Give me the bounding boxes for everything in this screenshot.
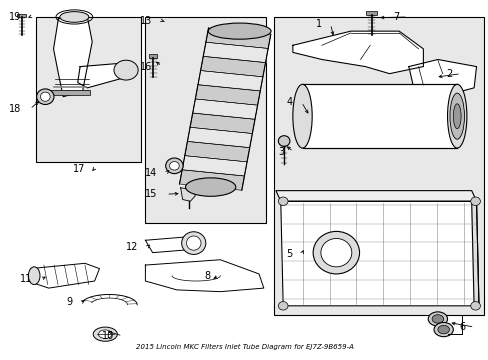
Ellipse shape — [312, 231, 359, 274]
Ellipse shape — [185, 178, 235, 196]
Text: 2015 Lincoln MKC Filters Inlet Tube Diagram for EJ7Z-9B659-A: 2015 Lincoln MKC Filters Inlet Tube Diag… — [135, 344, 353, 350]
Polygon shape — [203, 42, 267, 63]
Bar — [36, 17, 140, 162]
Ellipse shape — [431, 315, 443, 323]
Ellipse shape — [292, 84, 311, 148]
Ellipse shape — [447, 84, 466, 148]
Polygon shape — [182, 156, 246, 176]
Ellipse shape — [165, 158, 183, 174]
Ellipse shape — [181, 232, 205, 255]
Bar — [366, 11, 376, 15]
Ellipse shape — [208, 23, 270, 39]
Ellipse shape — [278, 197, 287, 206]
Ellipse shape — [449, 93, 464, 139]
Polygon shape — [78, 63, 131, 88]
Polygon shape — [179, 170, 244, 190]
Ellipse shape — [98, 330, 112, 338]
Ellipse shape — [37, 89, 54, 104]
Ellipse shape — [278, 136, 289, 146]
Text: 8: 8 — [204, 271, 210, 281]
Text: 9: 9 — [67, 297, 73, 307]
Ellipse shape — [114, 60, 138, 80]
Ellipse shape — [41, 92, 50, 101]
Bar — [302, 84, 456, 148]
Text: 6: 6 — [459, 322, 465, 332]
Polygon shape — [280, 201, 478, 306]
Text: 13: 13 — [140, 15, 152, 26]
Ellipse shape — [470, 302, 479, 310]
Polygon shape — [187, 127, 252, 148]
Polygon shape — [292, 31, 423, 74]
Text: 1: 1 — [315, 19, 321, 29]
Ellipse shape — [186, 236, 201, 250]
Polygon shape — [53, 17, 92, 97]
Polygon shape — [190, 113, 254, 134]
Text: 14: 14 — [145, 168, 157, 178]
Ellipse shape — [169, 162, 179, 170]
Polygon shape — [180, 188, 195, 201]
Bar — [148, 54, 157, 58]
Polygon shape — [275, 191, 476, 201]
Polygon shape — [82, 294, 137, 305]
Text: 17: 17 — [72, 165, 85, 174]
Text: 15: 15 — [145, 189, 157, 199]
Polygon shape — [192, 99, 257, 119]
Text: 11: 11 — [20, 274, 32, 284]
Ellipse shape — [60, 12, 89, 22]
Text: 2: 2 — [445, 69, 451, 79]
Bar — [273, 17, 483, 315]
Bar — [145, 17, 265, 222]
Polygon shape — [200, 57, 265, 77]
Ellipse shape — [433, 323, 452, 337]
Polygon shape — [471, 201, 478, 307]
Text: 4: 4 — [286, 97, 292, 107]
Polygon shape — [408, 59, 476, 95]
Ellipse shape — [278, 302, 287, 310]
Text: 10: 10 — [102, 331, 114, 341]
Polygon shape — [184, 141, 249, 162]
Text: 5: 5 — [286, 249, 292, 260]
Ellipse shape — [320, 238, 351, 267]
Text: 12: 12 — [125, 242, 138, 252]
Text: 16: 16 — [140, 62, 152, 72]
Ellipse shape — [452, 104, 460, 129]
Ellipse shape — [427, 312, 447, 326]
Polygon shape — [205, 28, 270, 49]
Ellipse shape — [437, 325, 448, 334]
Bar — [51, 90, 90, 95]
Polygon shape — [145, 237, 196, 253]
Text: 7: 7 — [392, 12, 398, 22]
Text: 3: 3 — [278, 147, 284, 157]
Ellipse shape — [28, 267, 40, 284]
Bar — [17, 14, 26, 17]
Polygon shape — [145, 260, 264, 292]
Text: 18: 18 — [9, 104, 21, 114]
Ellipse shape — [470, 197, 479, 206]
Ellipse shape — [93, 327, 117, 341]
Polygon shape — [198, 71, 263, 91]
Polygon shape — [31, 263, 99, 288]
Text: 19: 19 — [9, 12, 21, 22]
Polygon shape — [195, 85, 260, 105]
